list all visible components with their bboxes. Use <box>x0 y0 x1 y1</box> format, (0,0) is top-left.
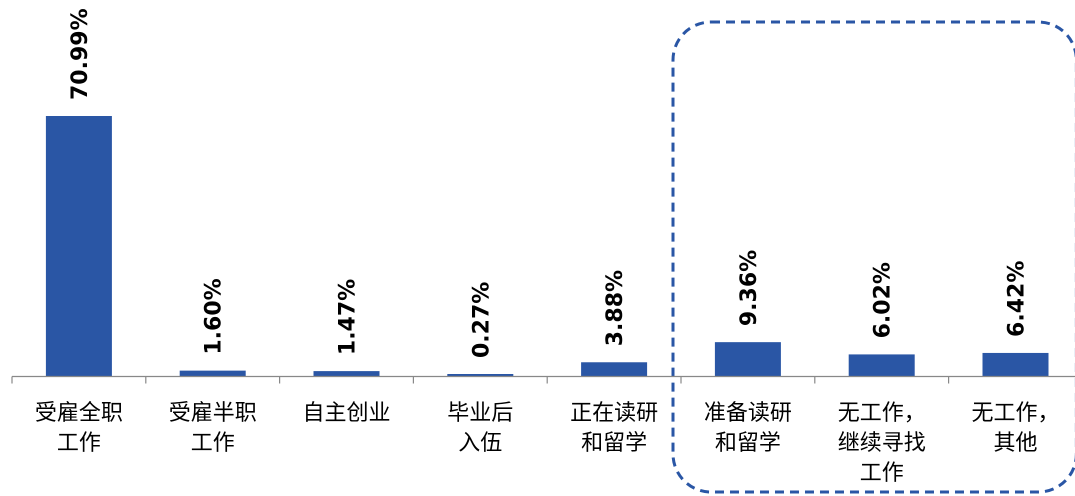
bar <box>447 374 514 377</box>
value-labels: 70.99% 1.60% 1.47% 0.27% 3.88% 9.36% 6.02% 6.42… <box>68 8 1030 358</box>
value-label: 6.02% <box>871 262 896 338</box>
category-label: 工作 <box>860 461 904 486</box>
value-label: 6.42% <box>1005 261 1030 337</box>
bar <box>848 354 915 377</box>
category-label: 受雇半职 <box>169 401 257 426</box>
category-label: 和留学 <box>581 431 647 456</box>
bars-layer <box>45 116 1049 377</box>
category-label: 无工作， <box>971 401 1059 426</box>
value-label: 9.36% <box>737 250 762 326</box>
bar <box>313 371 380 377</box>
category-label: 其他 <box>993 431 1037 456</box>
value-label: 3.88% <box>603 270 628 346</box>
category-label: 工作 <box>57 431 101 456</box>
bar <box>581 362 648 377</box>
value-label: 70.99% <box>68 8 93 100</box>
bar <box>714 342 781 377</box>
category-label: 自主创业 <box>302 401 390 426</box>
category-label: 无工作， <box>838 401 926 426</box>
bar <box>45 116 112 377</box>
bar <box>179 370 246 377</box>
x-axis <box>11 375 1075 384</box>
value-label: 0.27% <box>469 282 494 358</box>
category-label: 准备读研 <box>704 401 792 426</box>
category-label: 正在读研 <box>570 401 658 426</box>
bar <box>982 352 1049 377</box>
category-label: 继续寻找 <box>838 431 926 456</box>
category-label: 和留学 <box>715 431 781 456</box>
category-label: 工作 <box>191 431 235 456</box>
category-label: 入伍 <box>458 431 502 456</box>
value-label: 1.60% <box>202 278 227 354</box>
category-label: 受雇全职 <box>35 401 123 426</box>
category-label: 毕业后 <box>447 401 513 426</box>
value-label: 1.47% <box>336 279 361 355</box>
